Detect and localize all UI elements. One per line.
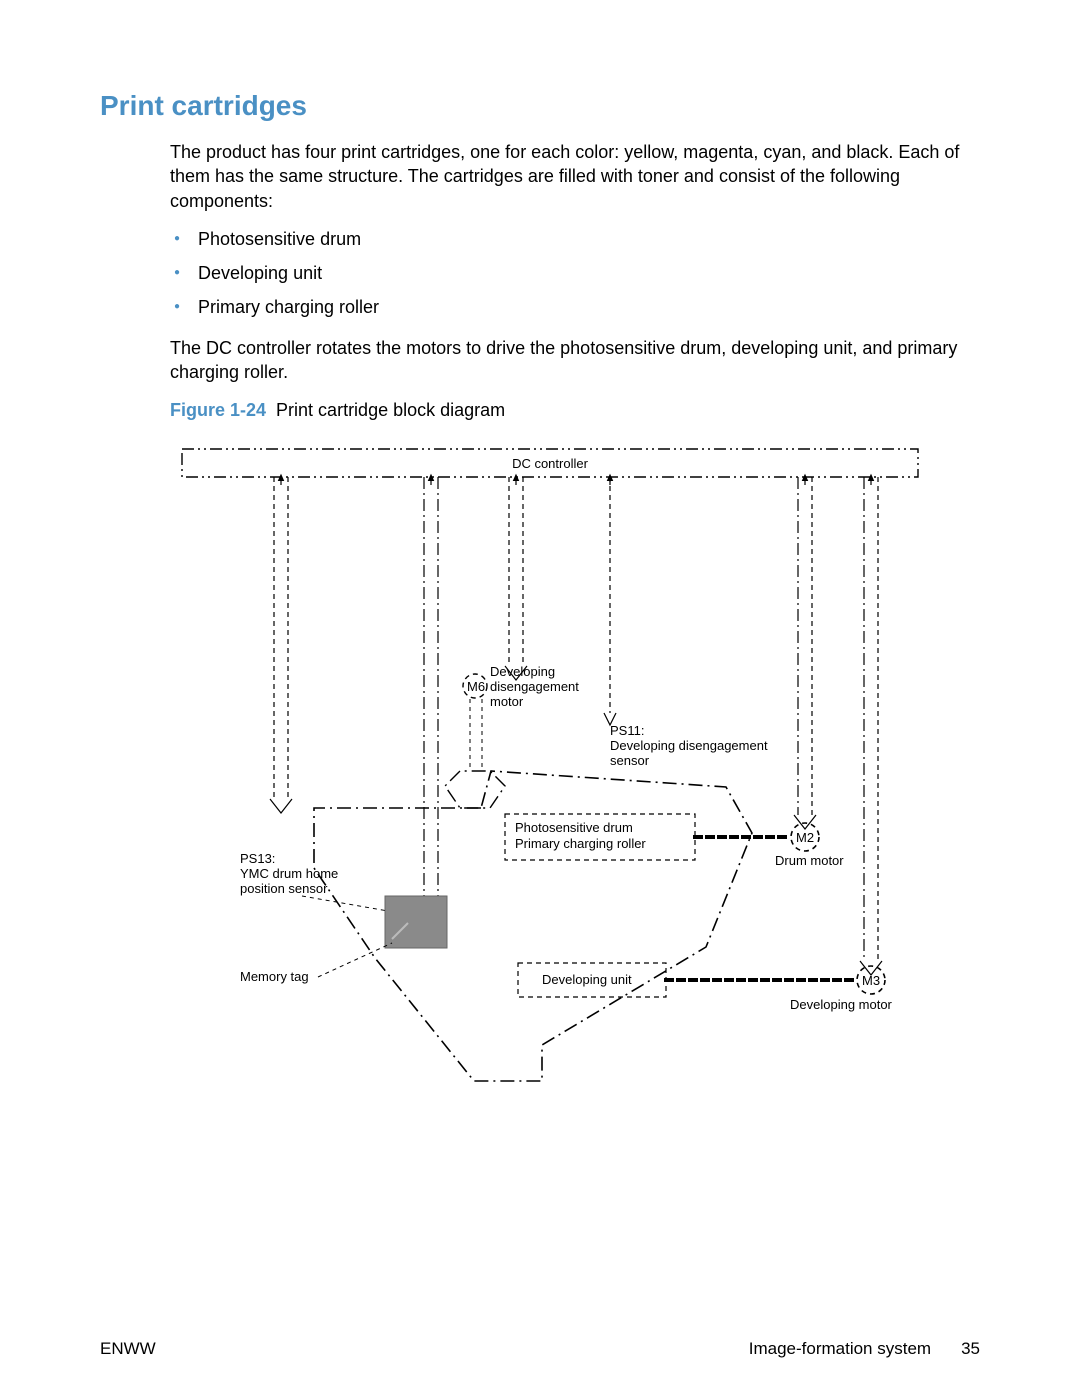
footer-left: ENWW — [100, 1339, 156, 1359]
dev-unit-label: Developing unit — [542, 972, 632, 987]
memory-tag-label: Memory tag — [240, 969, 309, 984]
m6-hex — [445, 771, 505, 808]
sensor-tag-box — [385, 896, 447, 948]
post-paragraph: The DC controller rotates the motors to … — [170, 336, 980, 385]
section-title: Print cartridges — [100, 90, 980, 122]
ps13-label-1: PS13: — [240, 851, 275, 866]
intro-paragraph: The product has four print cartridges, o… — [170, 140, 980, 213]
ps13-label-2: YMC drum home — [240, 866, 338, 881]
list-item: Primary charging roller — [198, 295, 980, 319]
m6-desc-3: motor — [490, 694, 524, 709]
m3-id: M3 — [862, 973, 880, 988]
m6-label: M6 — [467, 679, 485, 694]
dc-controller-label: DC controller — [512, 456, 589, 471]
component-list: Photosensitive drum Developing unit Prim… — [170, 227, 980, 320]
body-content: The product has four print cartridges, o… — [170, 140, 980, 423]
drum-label-1: Photosensitive drum — [515, 820, 633, 835]
footer-section-label: Image-formation system — [749, 1339, 931, 1359]
ps11-label-1: PS11: — [610, 723, 644, 738]
m6-desc-1: Developing — [490, 664, 555, 679]
figure-caption: Figure 1-24 Print cartridge block diagra… — [170, 398, 980, 422]
cartridge-outline — [314, 771, 752, 1081]
page-footer: ENWW Image-formation system 35 — [100, 1339, 980, 1359]
figure-caption-text: Print cartridge block diagram — [276, 400, 505, 420]
m2-id: M2 — [796, 830, 814, 845]
footer-page-number: 35 — [961, 1339, 980, 1359]
ps11-label-2: Developing disengagement — [610, 738, 768, 753]
list-item: Developing unit — [198, 261, 980, 285]
ps11-label-3: sensor — [610, 753, 650, 768]
ps13-label-3: position sensor — [240, 881, 328, 896]
m6-desc-2: disengagement — [490, 679, 579, 694]
m3-label: Developing motor — [790, 997, 893, 1012]
signal-lines-group — [270, 477, 882, 975]
m2-label: Drum motor — [775, 853, 844, 868]
drum-label-2: Primary charging roller — [515, 836, 646, 851]
list-item: Photosensitive drum — [198, 227, 980, 251]
figure-number: Figure 1-24 — [170, 400, 266, 420]
manual-page: Print cartridges The product has four pr… — [0, 0, 1080, 1397]
diagram-svg: DC controller — [170, 441, 930, 1121]
block-diagram: DC controller — [170, 441, 930, 1121]
